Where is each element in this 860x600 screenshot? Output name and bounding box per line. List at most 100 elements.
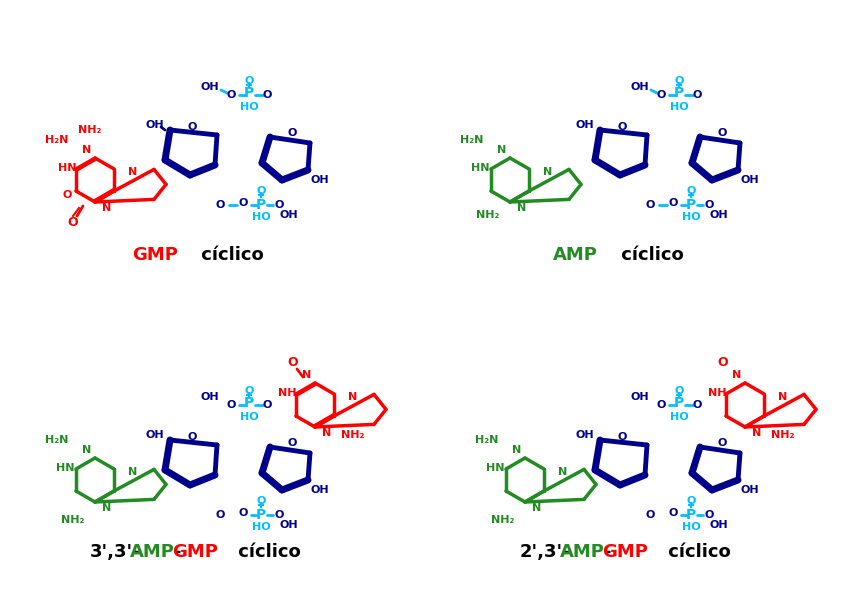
Text: O: O (287, 128, 297, 138)
Text: O: O (617, 432, 627, 442)
Text: O: O (717, 438, 727, 448)
Text: N: N (322, 428, 332, 438)
Text: O: O (215, 200, 224, 210)
Text: O: O (287, 438, 297, 448)
Text: P: P (256, 198, 266, 212)
Text: O: O (262, 400, 272, 410)
Text: N: N (83, 145, 92, 155)
Text: O: O (62, 190, 71, 200)
Text: OH: OH (630, 82, 649, 92)
Text: O: O (274, 510, 284, 520)
Text: N: N (128, 467, 138, 477)
Text: cíclico: cíclico (615, 246, 684, 264)
Text: O: O (256, 186, 266, 196)
Text: H₂N: H₂N (46, 435, 69, 445)
Text: AMP: AMP (130, 543, 175, 561)
Text: NH₂: NH₂ (476, 210, 500, 220)
Text: O: O (226, 90, 236, 100)
Text: NH₂: NH₂ (341, 430, 365, 440)
Text: NH₂: NH₂ (61, 515, 84, 525)
Text: O: O (674, 76, 684, 86)
Text: N: N (733, 370, 741, 380)
Text: OH: OH (145, 120, 164, 130)
Text: cíclico: cíclico (232, 543, 301, 561)
Text: NH₂: NH₂ (78, 125, 101, 135)
Text: OH: OH (740, 175, 759, 185)
Text: O: O (238, 508, 248, 518)
Text: O: O (718, 356, 728, 370)
Text: P: P (686, 198, 696, 212)
Text: OH: OH (630, 392, 649, 402)
Text: OH: OH (575, 120, 594, 130)
Text: GMP: GMP (602, 543, 648, 561)
Text: O: O (244, 76, 254, 86)
Text: O: O (668, 508, 678, 518)
Text: HN: HN (58, 163, 77, 173)
Text: NH₂: NH₂ (491, 515, 514, 525)
Text: O: O (668, 198, 678, 208)
Text: OH: OH (280, 210, 298, 220)
Text: O: O (686, 186, 696, 196)
Text: N: N (778, 392, 788, 402)
Text: P: P (686, 508, 696, 522)
Text: N: N (303, 370, 311, 380)
Text: N: N (102, 203, 112, 213)
Text: NH: NH (708, 388, 726, 398)
Text: O: O (674, 386, 684, 396)
Text: O: O (68, 215, 78, 229)
Text: O: O (617, 122, 627, 132)
Text: O: O (692, 400, 702, 410)
Text: O: O (238, 198, 248, 208)
Text: OH: OH (575, 430, 594, 440)
Text: AMP: AMP (553, 246, 598, 264)
Text: O: O (256, 496, 266, 506)
Text: 3',3'-: 3',3'- (89, 543, 140, 561)
Text: N: N (102, 503, 112, 513)
Text: P: P (674, 86, 684, 100)
Text: O: O (656, 400, 666, 410)
Text: N: N (128, 167, 138, 177)
Text: O: O (686, 496, 696, 506)
Text: OH: OH (200, 82, 219, 92)
Text: 2',3'-: 2',3'- (519, 543, 570, 561)
Text: N: N (752, 428, 762, 438)
Text: HO: HO (252, 212, 270, 222)
Text: OH: OH (280, 520, 298, 530)
Text: NH₂: NH₂ (771, 430, 795, 440)
Text: -: - (605, 543, 611, 561)
Text: OH: OH (200, 392, 219, 402)
Text: HN: HN (486, 463, 504, 473)
Text: O: O (645, 200, 654, 210)
Text: HO: HO (670, 412, 688, 422)
Text: O: O (704, 510, 714, 520)
Text: N: N (518, 203, 526, 213)
Text: O: O (187, 122, 197, 132)
Text: N: N (558, 467, 568, 477)
Text: HO: HO (682, 522, 700, 532)
Text: O: O (262, 90, 272, 100)
Text: O: O (244, 386, 254, 396)
Text: O: O (274, 200, 284, 210)
Text: cíclico: cíclico (662, 543, 731, 561)
Text: GMP: GMP (172, 543, 218, 561)
Text: OH: OH (710, 210, 728, 220)
Text: O: O (226, 400, 236, 410)
Text: H₂N: H₂N (46, 135, 69, 145)
Text: HO: HO (670, 102, 688, 112)
Text: P: P (244, 86, 254, 100)
Text: O: O (187, 432, 197, 442)
Text: H₂N: H₂N (460, 135, 483, 145)
Text: O: O (692, 90, 702, 100)
Text: HN: HN (470, 163, 489, 173)
Text: OH: OH (310, 485, 329, 495)
Text: P: P (256, 508, 266, 522)
Text: N: N (497, 145, 507, 155)
Text: -: - (175, 543, 181, 561)
Text: P: P (244, 396, 254, 410)
Text: N: N (83, 445, 92, 455)
Text: O: O (215, 510, 224, 520)
Text: O: O (704, 200, 714, 210)
Text: OH: OH (710, 520, 728, 530)
Text: O: O (645, 510, 654, 520)
Text: O: O (288, 356, 298, 370)
